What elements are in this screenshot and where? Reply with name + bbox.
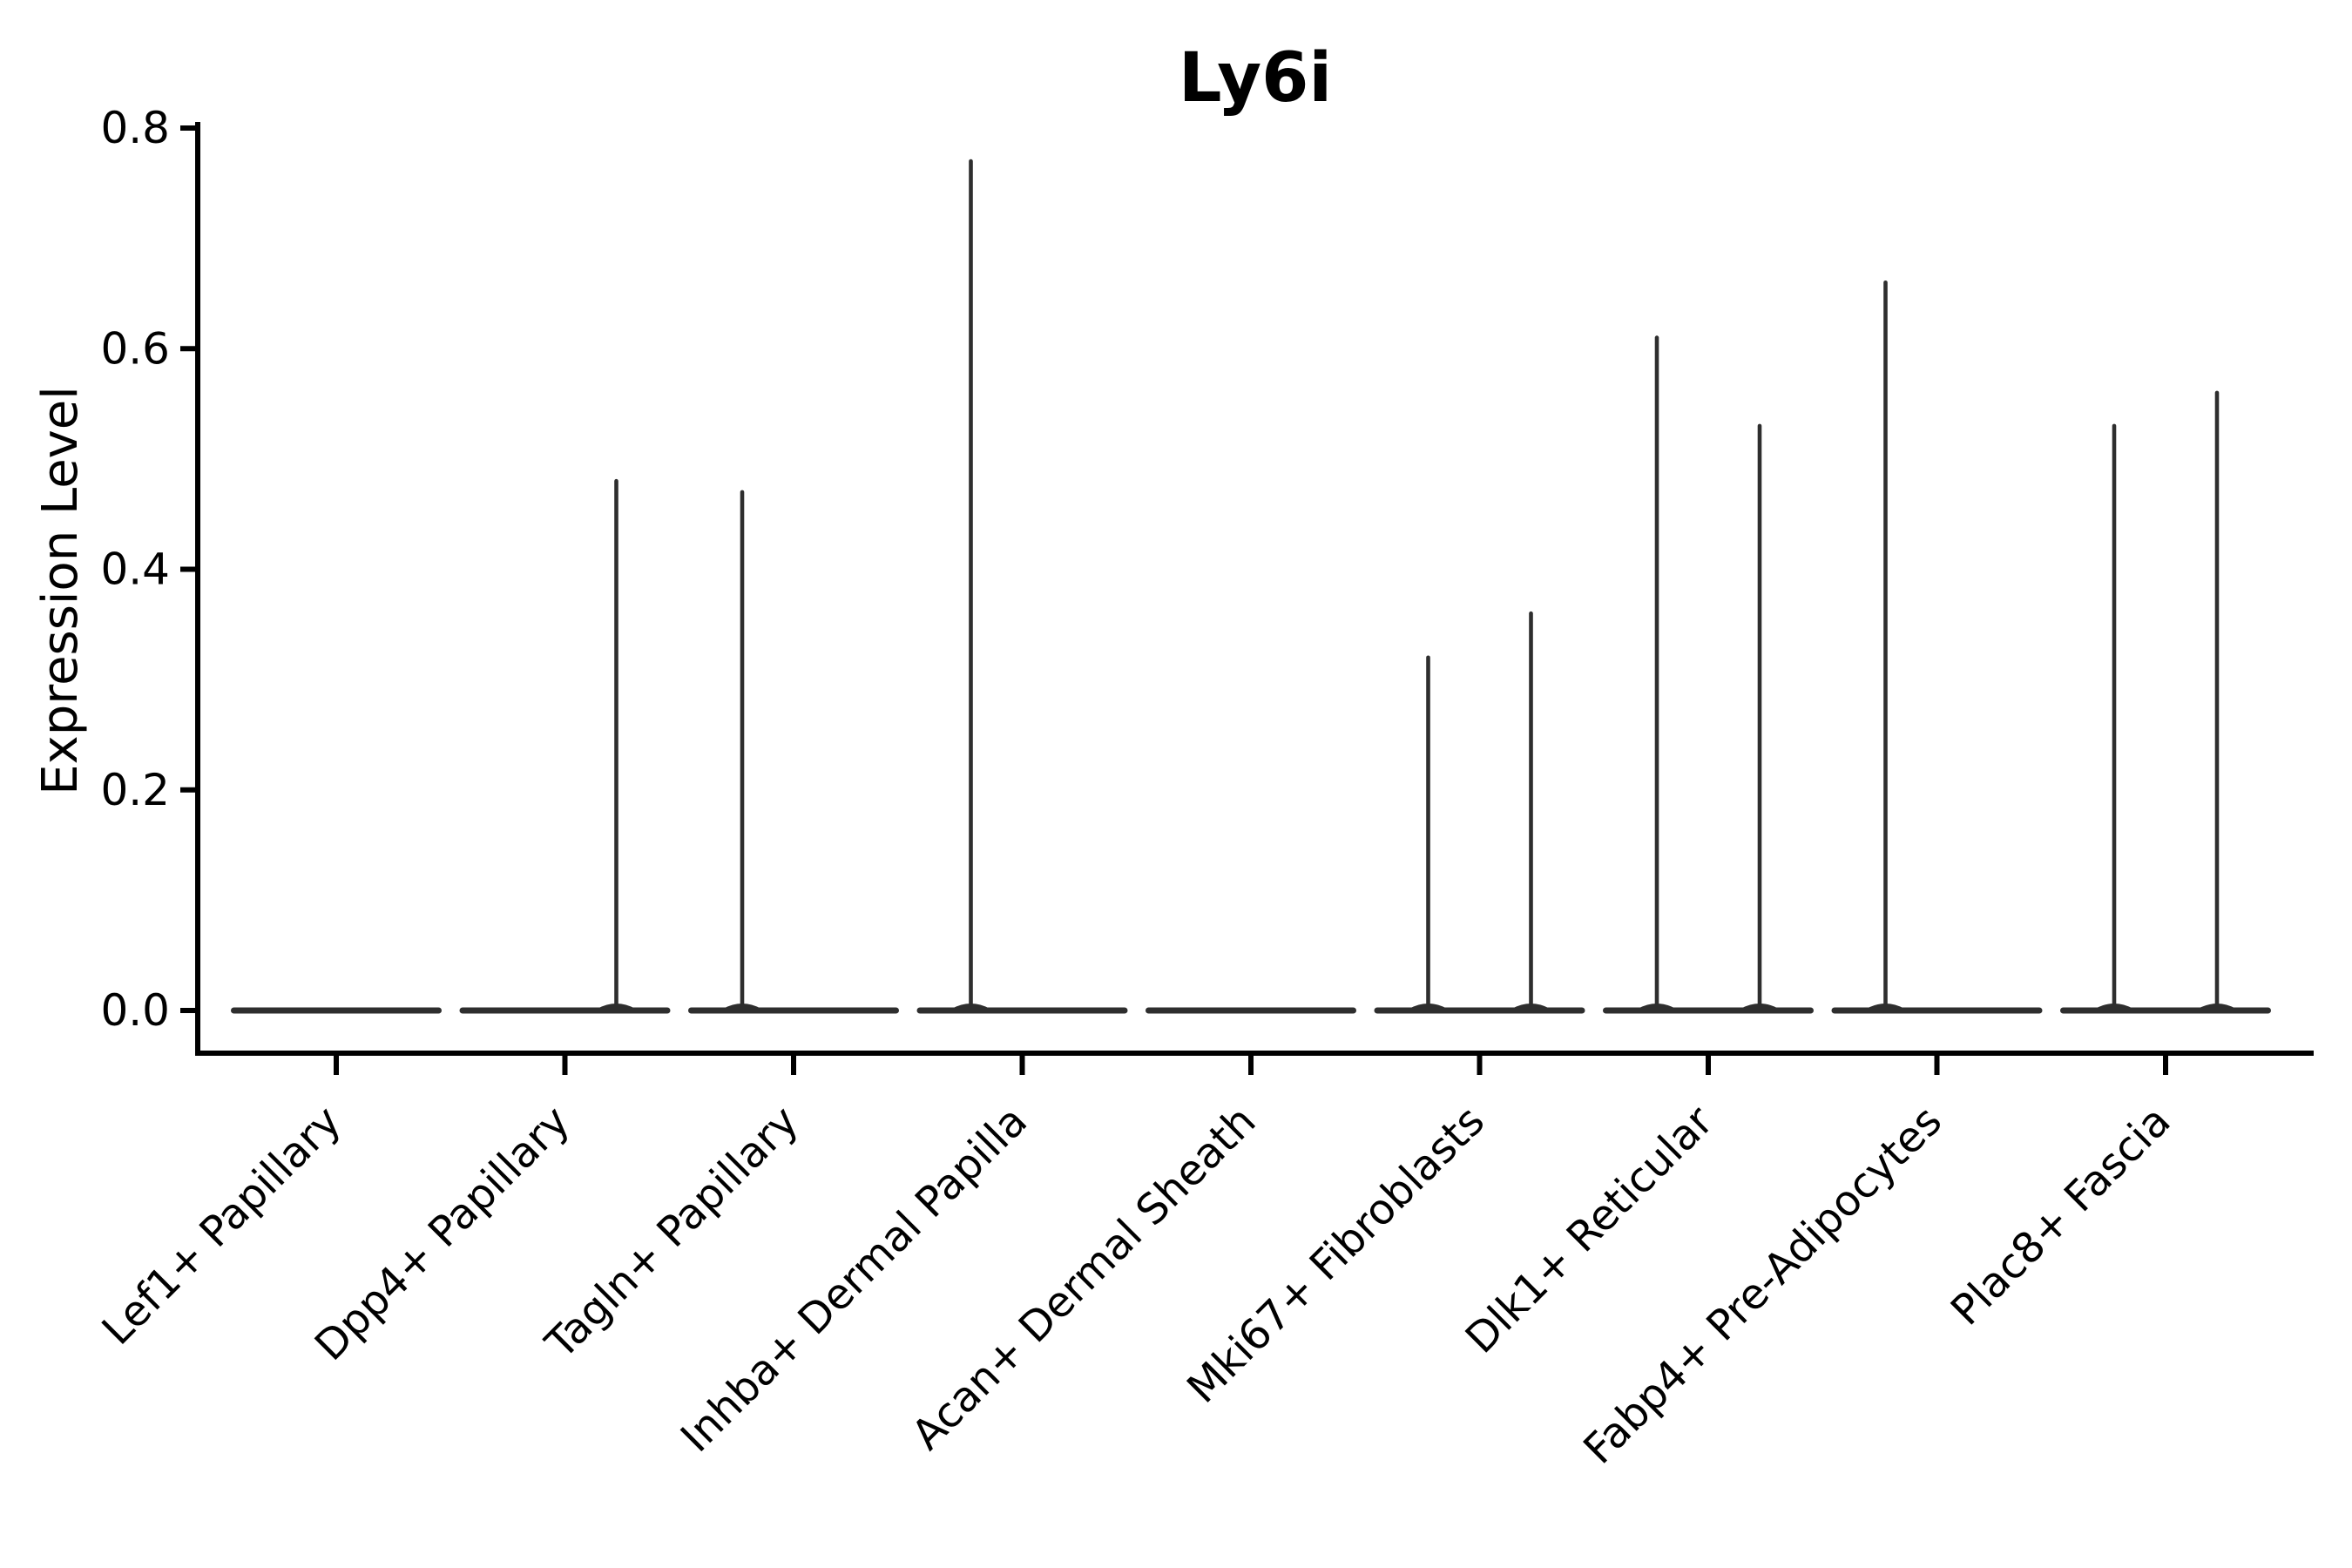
violin — [231, 1007, 442, 1014]
violin-body — [459, 1007, 671, 1014]
y-tick-label: 0.8 — [100, 103, 170, 153]
y-axis: 0.0 0.2 0.4 0.6 0.8 — [100, 103, 198, 1036]
chart-title: Ly6i — [1179, 39, 1332, 118]
violin-body — [1603, 1007, 1814, 1014]
violin — [1831, 280, 2043, 1014]
violin-body — [1374, 1007, 1585, 1014]
x-tick-label: Dlk1+ Reticular — [1456, 1097, 1723, 1363]
x-tick-label: Plac8+ Fascia — [1942, 1097, 2180, 1335]
y-tick-label: 0.6 — [100, 323, 170, 374]
y-tick-label: 0.0 — [100, 985, 170, 1036]
y-axis-label: Expression Level — [32, 386, 89, 795]
violin-body — [2060, 1007, 2271, 1014]
violin — [1146, 1007, 1356, 1014]
violin-body — [1146, 1007, 1356, 1014]
violin-body — [1831, 1007, 2043, 1014]
x-tick-label: Lef1+ Papillary — [93, 1097, 351, 1355]
violin — [2060, 390, 2271, 1014]
y-tick-label: 0.2 — [100, 765, 170, 815]
violin-body — [688, 1007, 899, 1014]
axes-spines — [195, 122, 2314, 1056]
x-tick-label: Tagln+ Papillary — [536, 1097, 808, 1369]
violin — [1603, 335, 1814, 1014]
y-tick-label: 0.4 — [100, 544, 170, 595]
violin — [916, 159, 1128, 1014]
violins-group — [231, 159, 2271, 1014]
x-tick-label: Dpp4+ Papillary — [306, 1097, 579, 1370]
violin — [459, 478, 671, 1014]
violin-body — [231, 1007, 442, 1014]
violin — [688, 490, 899, 1014]
violin-body — [916, 1007, 1128, 1014]
violin — [1374, 611, 1585, 1014]
